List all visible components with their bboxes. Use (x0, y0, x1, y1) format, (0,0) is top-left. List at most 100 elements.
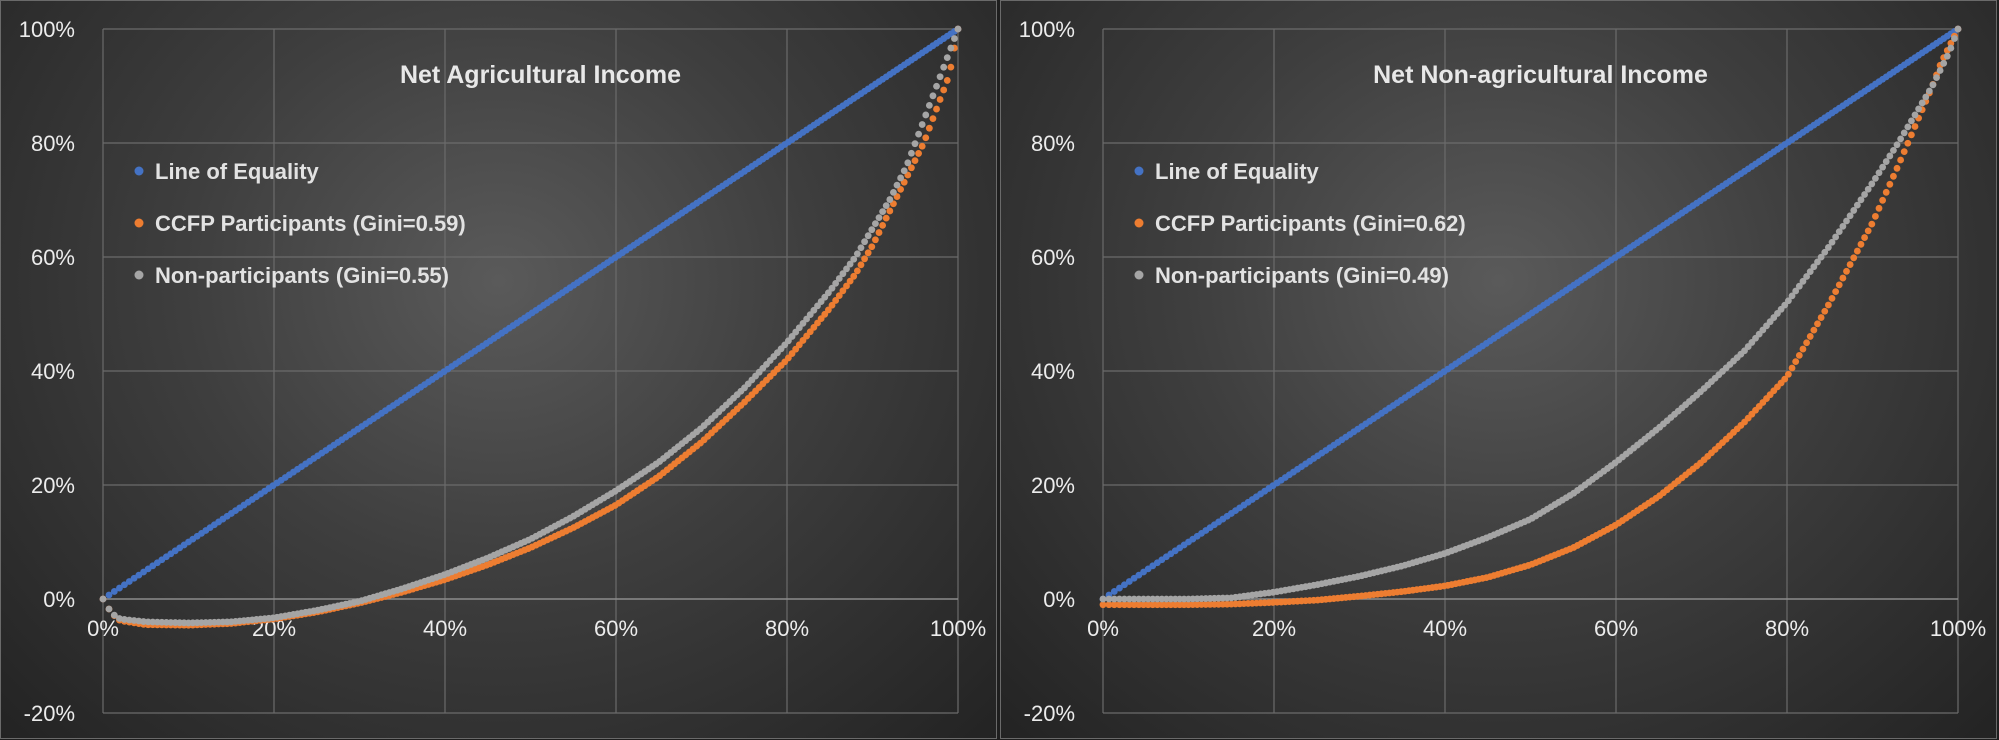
x-tick-label: 100% (930, 616, 986, 641)
data-point (918, 142, 926, 150)
x-tick-label: 0% (87, 616, 119, 641)
data-point (1890, 146, 1897, 154)
data-point (1853, 247, 1861, 255)
data-point (893, 181, 901, 189)
data-point (1915, 105, 1922, 113)
data-point (872, 220, 879, 228)
data-point (882, 214, 890, 222)
data-point (824, 289, 832, 297)
data-point (1947, 39, 1955, 47)
data-point (1843, 267, 1850, 275)
x-tick-label: 40% (423, 616, 467, 641)
data-point (850, 272, 858, 280)
legend-entry: Non-participants (Gini=0.55) (155, 263, 449, 288)
data-point (857, 261, 865, 269)
data-point (1875, 204, 1883, 212)
y-tick-label: -20% (1024, 701, 1075, 726)
data-point (824, 306, 832, 314)
data-point (1821, 307, 1829, 315)
legend-entry: Line of Equality (155, 159, 320, 184)
data-point (1911, 123, 1919, 130)
data-point (922, 134, 930, 142)
data-point (1908, 131, 1915, 139)
data-point (1861, 191, 1868, 198)
data-point (125, 578, 133, 585)
data-point (846, 277, 854, 285)
data-point (843, 265, 850, 273)
data-point (954, 25, 962, 33)
y-tick-label: 80% (31, 131, 75, 156)
data-point (1861, 234, 1868, 241)
data-point (1843, 217, 1850, 225)
data-point (1918, 99, 1926, 107)
data-point (1835, 281, 1843, 289)
x-tick-label: 100% (1930, 616, 1986, 641)
chart-net-non-agricultural-income: -20% 0% 20% 40% 60% 80% 100% 0% 20% 40% 60% 80% 100%… (1019, 17, 1986, 726)
data-point (1839, 274, 1847, 282)
chart-panel-2: -20% 0% 20% 40% 60% 80% 100% 0% 20% 40% 60% 80% 100%… (1000, 0, 1997, 739)
data-point (943, 77, 951, 84)
data-point (853, 250, 861, 258)
y-tick-label: 40% (1031, 359, 1075, 384)
data-point (922, 111, 930, 119)
data-point (929, 115, 937, 123)
data-point (1121, 581, 1128, 589)
data-point (857, 244, 865, 252)
data-point (915, 150, 922, 157)
data-point (1922, 93, 1930, 101)
y-tick-label: 80% (1031, 131, 1075, 156)
data-point (1784, 297, 1792, 305)
data-point (1936, 67, 1944, 74)
data-point (1135, 601, 1143, 609)
series-2 (1099, 25, 1962, 603)
data-point (1857, 240, 1865, 248)
data-point (1824, 244, 1832, 251)
y-tick-label: -20% (24, 701, 75, 726)
data-point (861, 255, 868, 263)
data-point (925, 101, 933, 109)
data-point (1099, 601, 1107, 609)
data-point (846, 260, 854, 268)
data-point (1110, 601, 1118, 609)
data-point (1135, 595, 1143, 603)
data-point (1817, 314, 1825, 321)
data-point (105, 591, 113, 599)
data-point (1872, 212, 1879, 220)
data-point (1792, 358, 1800, 366)
data-point (1832, 288, 1840, 296)
x-tick-label: 20% (1252, 616, 1296, 641)
data-point (1116, 584, 1123, 592)
data-point (1850, 207, 1858, 214)
data-point (1125, 595, 1133, 603)
data-point (853, 267, 861, 275)
data-point (897, 174, 905, 182)
data-point (1872, 174, 1879, 182)
y-tick-label: 20% (31, 473, 75, 498)
legend-marker (1134, 166, 1144, 176)
data-point (1828, 294, 1836, 302)
data-point (933, 105, 940, 113)
chart-panel-1: -20% 0% 20% 40% 60% 80% 100% 0% 20% 40% 60% 80% 100%… (0, 0, 997, 739)
y-tick-label: 60% (31, 245, 75, 270)
series-1 (1099, 25, 1962, 609)
data-point (1803, 273, 1810, 280)
data-point (1817, 253, 1825, 261)
data-point (940, 63, 948, 71)
data-point (1900, 148, 1908, 156)
data-point (1121, 595, 1128, 603)
data-point (1904, 139, 1912, 147)
data-point (1130, 595, 1138, 603)
data-point (864, 232, 872, 240)
data-point (1795, 351, 1803, 359)
data-point (1828, 238, 1836, 246)
data-point (1835, 228, 1843, 236)
data-point (936, 96, 944, 103)
legend-entry: CCFP Participants (Gini=0.59) (155, 211, 466, 236)
data-point (1882, 158, 1890, 165)
data-point (886, 207, 894, 215)
data-point (1125, 601, 1133, 609)
data-point (947, 44, 955, 52)
data-point (1897, 135, 1905, 143)
data-point (1897, 156, 1905, 164)
data-point (911, 140, 919, 148)
